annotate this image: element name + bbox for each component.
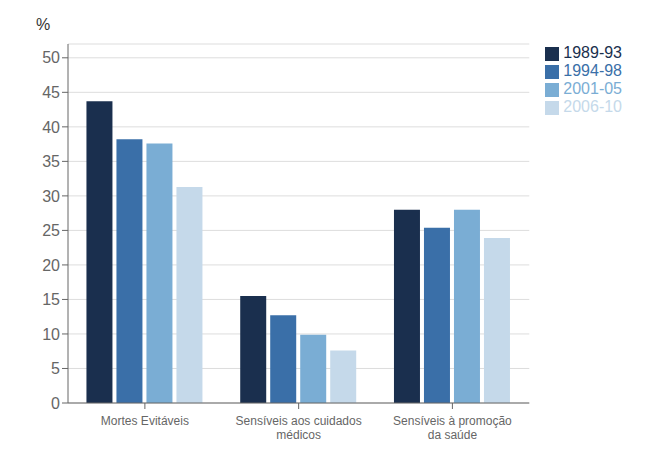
- svg-text:25: 25: [42, 222, 60, 239]
- svg-text:Mortes Evitáveis: Mortes Evitáveis: [101, 414, 189, 428]
- svg-text:5: 5: [51, 360, 60, 377]
- svg-text:50: 50: [42, 49, 60, 66]
- svg-text:Sensíveis à promoçãoda saúde: Sensíveis à promoçãoda saúde: [393, 414, 512, 442]
- html-text:1994-98: 1994-98: [563, 62, 622, 79]
- svg-text:0: 0: [51, 395, 60, 412]
- svg-text:40: 40: [42, 119, 60, 136]
- html-text:1989-93: 1989-93: [563, 44, 622, 61]
- svg-text:35: 35: [42, 153, 60, 170]
- svg-text:20: 20: [42, 257, 60, 274]
- svg-text:15: 15: [42, 291, 60, 308]
- svg-text:30: 30: [42, 188, 60, 205]
- html-text:2006-10: 2006-10: [563, 98, 622, 115]
- svg-text:45: 45: [42, 84, 60, 101]
- svg-text:Sensíveis aos cuidadosmédicos: Sensíveis aos cuidadosmédicos: [236, 414, 362, 442]
- svg-text:10: 10: [42, 326, 60, 343]
- svg-text:%: %: [36, 16, 50, 33]
- html-text:2001-05: 2001-05: [563, 80, 622, 97]
